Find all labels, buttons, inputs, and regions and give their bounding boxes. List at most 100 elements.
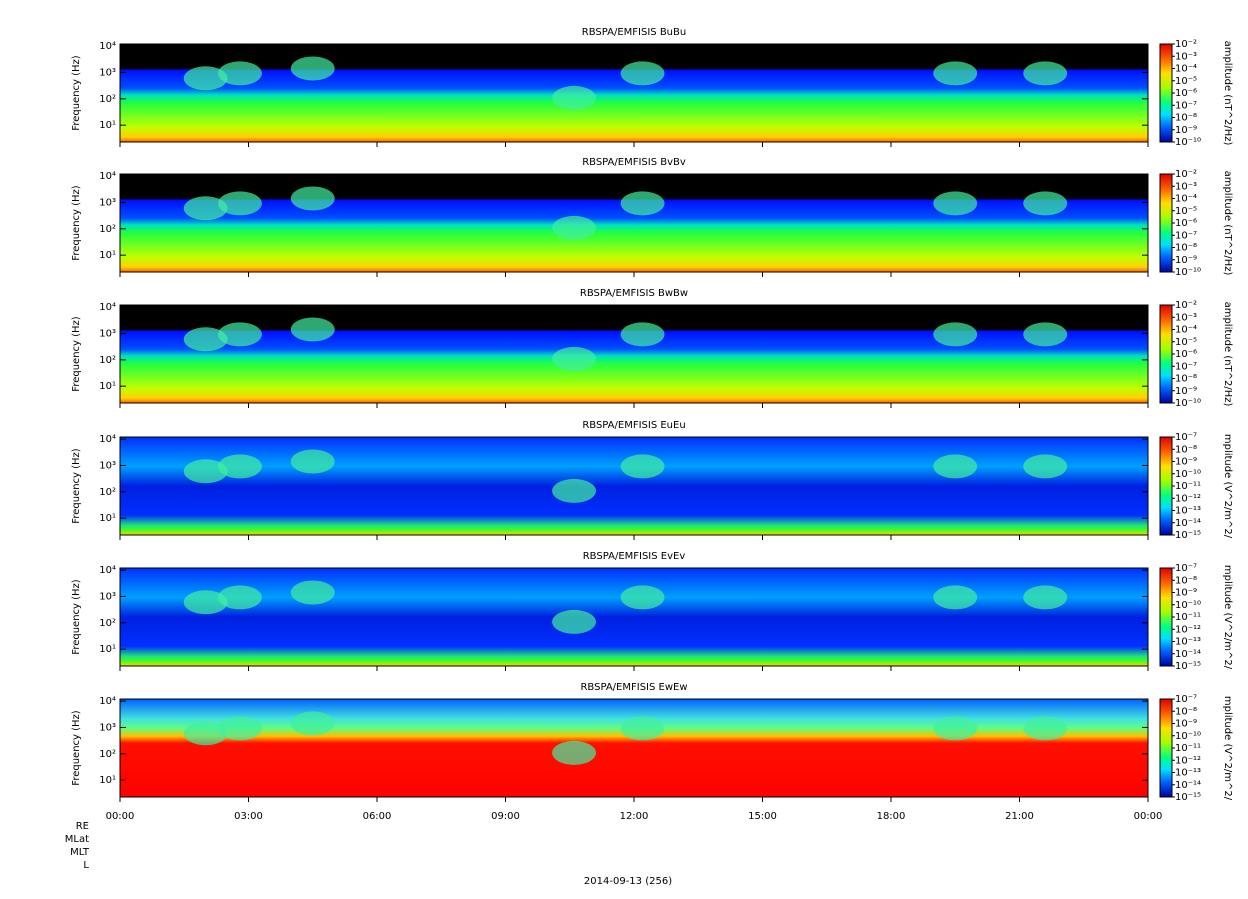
colorbar-tick-label: 10⁻⁸ [1175,374,1197,385]
colorbar [1159,173,1173,273]
wave-feature [1023,585,1068,610]
wave-feature [183,66,228,91]
y-tick-label: 10⁴ [99,696,116,707]
colorbar-tick-label: 10⁻⁵ [1175,206,1197,217]
y-axis-label: Frequency (Hz) [71,448,82,524]
colorbar-tick-label: 10⁻⁸ [1175,575,1197,586]
wave-feature [552,478,597,503]
x-tick-label: 09:00 [491,811,520,822]
wave-feature [217,585,262,610]
y-tick-label: 10² [99,224,116,235]
colorbar-tick-label: 10⁻¹⁵ [1175,661,1201,672]
colorbar-tick-label: 10⁻¹² [1175,493,1201,504]
colorbar-label: mplitude (V^2/m^2/ [1222,696,1233,801]
x-tick-label: 12:00 [620,811,649,822]
y-tick-label: 10³ [99,197,116,208]
colorbar-tick-label: 10⁻⁴ [1175,325,1197,336]
colorbar [1159,698,1173,798]
colorbar-tick-label: 10⁻³ [1175,51,1197,62]
colorbar-tick-label: 10⁻⁷ [1175,432,1197,443]
y-tick-label: 10¹ [99,644,116,655]
colorbar-tick-label: 10⁻⁹ [1175,255,1197,266]
spectrogram-image [120,568,1148,666]
y-tick-label: 10² [99,94,116,105]
colorbar [1159,304,1173,404]
spectrogram-image [120,699,1148,797]
ephemeris-label: L [83,860,89,871]
colorbar-tick-label: 10⁻⁸ [1175,243,1197,254]
panel-title: RBSPA/EMFISIS BvBv [582,157,686,168]
panel-title: RBSPA/EMFISIS BuBu [582,27,686,38]
wave-feature [552,215,597,240]
colorbar-tick-label: 10⁻⁴ [1175,64,1197,75]
wave-feature [552,609,597,634]
x-axis-label: 2014-09-13 (256) [584,876,672,887]
colorbar-tick-label: 10⁻¹⁴ [1175,518,1201,529]
wave-feature [552,346,597,371]
colorbar [1159,567,1173,667]
wave-feature [620,585,665,610]
wave-feature [620,61,665,86]
colorbar-tick-label: 10⁻¹⁰ [1175,469,1201,480]
colorbar-tick-label: 10⁻¹⁰ [1175,267,1201,278]
colorbar-tick-label: 10⁻¹⁵ [1175,792,1201,803]
wave-feature [933,585,978,610]
wave-feature [217,61,262,86]
colorbar-label: amplitude (nT^2/Hz) [1222,171,1233,276]
colorbar-tick-label: 10⁻¹³ [1175,768,1201,779]
colorbar-tick-label: 10⁻¹⁰ [1175,137,1201,148]
y-tick-label: 10¹ [99,513,116,524]
colorbar-tick-label: 10⁻⁵ [1175,76,1197,87]
colorbar-tick-label: 10⁻¹⁰ [1175,600,1201,611]
colorbar-tick-label: 10⁻⁷ [1175,694,1197,705]
wave-feature [552,85,597,110]
colorbar-tick-label: 10⁻² [1175,300,1197,311]
wave-feature [1023,716,1068,741]
spectrogram-image [120,437,1148,535]
y-tick-label: 10⁴ [99,302,116,313]
ephemeris-label: MLT [70,847,90,858]
colorbar-tick-label: 10⁻⁶ [1175,88,1197,99]
wave-feature [933,716,978,741]
wave-feature [1023,454,1068,479]
wave-feature [620,716,665,741]
y-axis-label: Frequency (Hz) [71,316,82,392]
x-tick-label: 18:00 [877,811,906,822]
x-tick-label: 06:00 [363,811,392,822]
colorbar-tick-label: 10⁻¹¹ [1175,612,1201,623]
y-axis-label: Frequency (Hz) [71,710,82,786]
colorbar-tick-label: 10⁻² [1175,169,1197,180]
colorbar-tick-label: 10⁻¹⁴ [1175,649,1201,660]
y-axis-label: Frequency (Hz) [71,579,82,655]
colorbar-tick-label: 10⁻⁷ [1175,361,1197,372]
wave-feature [290,317,335,342]
colorbar-tick-label: 10⁻⁹ [1175,457,1197,468]
colorbar-label: amplitude (nT^2/Hz) [1222,302,1233,407]
wave-feature [217,322,262,347]
wave-feature [290,711,335,736]
wave-feature [933,61,978,86]
colorbar-label: mplitude (V^2/m^2/ [1222,434,1233,539]
panel-title: RBSPA/EMFISIS EuEu [582,420,685,431]
wave-feature [290,56,335,81]
wave-feature [183,196,228,221]
colorbar-tick-label: 10⁻³ [1175,181,1197,192]
ephemeris-label: RE [76,821,89,832]
y-tick-label: 10⁴ [99,434,116,445]
colorbar-tick-label: 10⁻⁸ [1175,113,1197,124]
y-tick-label: 10² [99,749,116,760]
wave-feature [217,716,262,741]
wave-feature [183,327,228,352]
colorbar-tick-label: 10⁻⁷ [1175,230,1197,241]
wave-feature [552,740,597,765]
colorbar-tick-label: 10⁻¹³ [1175,637,1201,648]
wave-feature [620,322,665,347]
colorbar-tick-label: 10⁻⁸ [1175,444,1197,455]
colorbar-tick-label: 10⁻¹⁰ [1175,398,1201,409]
wave-feature [933,322,978,347]
colorbar-tick-label: 10⁻⁹ [1175,125,1197,136]
colorbar [1159,43,1173,143]
y-axis-label: Frequency (Hz) [71,185,82,261]
wave-feature [620,191,665,216]
colorbar-tick-label: 10⁻⁵ [1175,337,1197,348]
